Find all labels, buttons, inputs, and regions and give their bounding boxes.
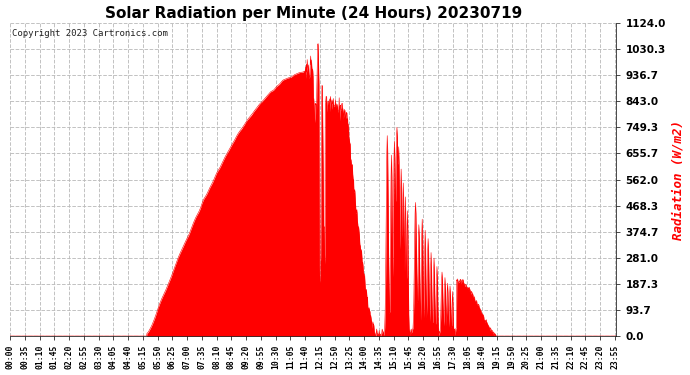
Text: Copyright 2023 Cartronics.com: Copyright 2023 Cartronics.com [12,29,168,38]
Title: Solar Radiation per Minute (24 Hours) 20230719: Solar Radiation per Minute (24 Hours) 20… [105,6,522,21]
Y-axis label: Radiation (W/m2): Radiation (W/m2) [671,120,684,240]
